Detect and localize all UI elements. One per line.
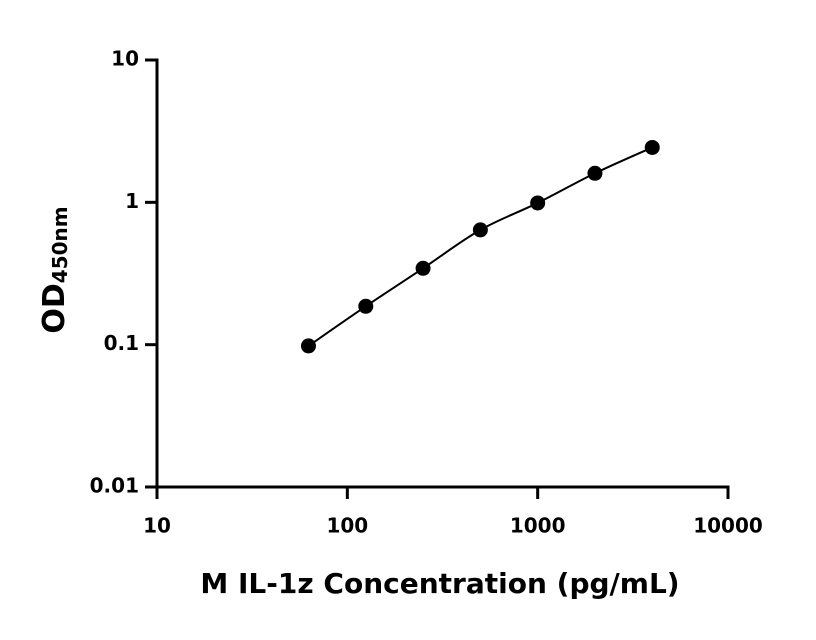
y-tick-label: 0.01	[90, 474, 139, 498]
x-tick-label: 100	[326, 514, 368, 538]
x-tick-label: 10000	[693, 514, 763, 538]
y-label-main: OD	[37, 283, 72, 333]
point	[472, 222, 488, 238]
point	[587, 165, 603, 181]
y-axis-label: OD450nm	[37, 206, 72, 333]
y-label-sub: 450nm	[48, 206, 72, 283]
x-axis-label: M IL-1z Concentration (pg/mL)	[200, 567, 679, 600]
x-tick-label: 10	[143, 514, 171, 538]
point	[415, 260, 431, 276]
point	[300, 338, 316, 354]
y-tick-label: 10	[111, 47, 139, 71]
point	[530, 195, 546, 211]
x-tick-label: 1000	[510, 514, 566, 538]
y-tick-label: 0.1	[104, 331, 139, 355]
y-tick-label: 1	[125, 189, 139, 213]
point	[644, 139, 660, 155]
point	[358, 298, 374, 314]
